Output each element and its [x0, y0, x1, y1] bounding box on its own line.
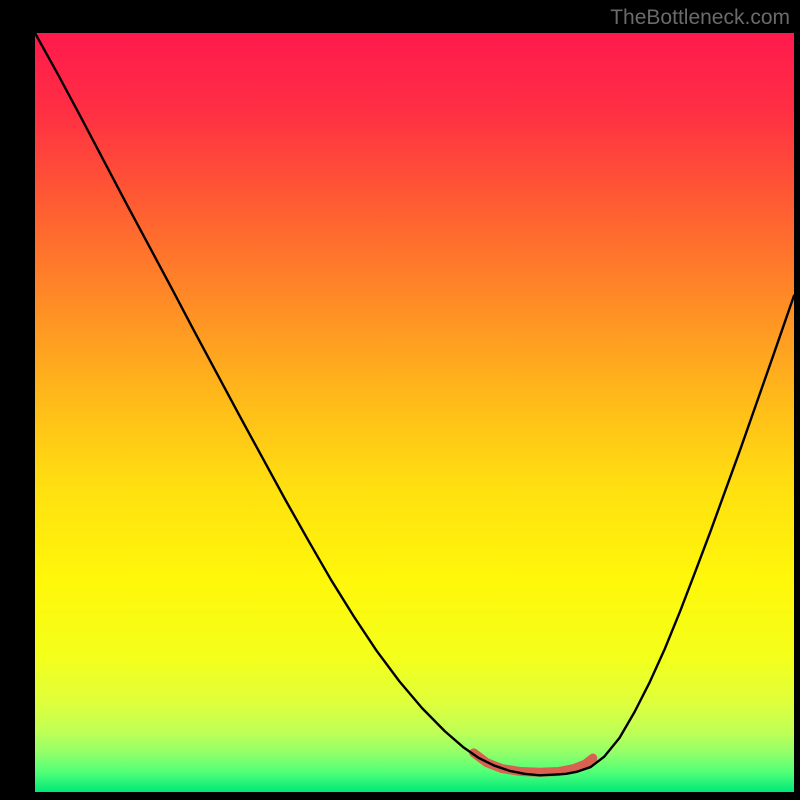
watermark-text: TheBottleneck.com	[610, 6, 790, 30]
plot-area	[35, 33, 794, 779]
trough-marker	[474, 753, 593, 772]
bottleneck-curve	[35, 33, 794, 779]
curve-line	[35, 33, 794, 775]
chart-container: TheBottleneck.com	[0, 0, 800, 800]
